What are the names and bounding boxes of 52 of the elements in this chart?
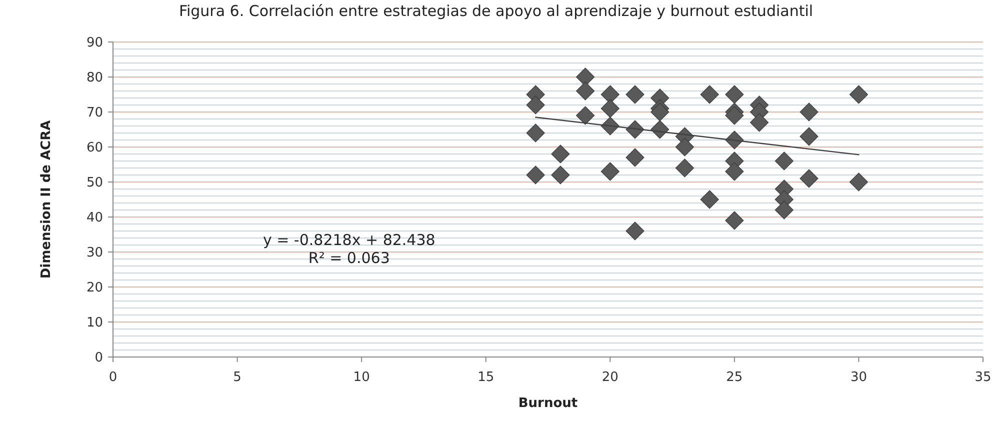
y-axis-title: Dimension II de ACRA (39, 120, 54, 279)
point (600, 99, 620, 118)
y-tick-label: 90 (86, 36, 103, 51)
point (700, 190, 719, 209)
y-tick-label: 30 (86, 246, 103, 261)
point (650, 102, 670, 122)
point (800, 102, 818, 122)
point (700, 85, 719, 104)
annotation: R² = 0.063 (308, 249, 390, 267)
y-tick-label: 10 (86, 316, 103, 331)
point (849, 172, 868, 192)
x-tick-label: 20 (602, 370, 618, 385)
point (551, 166, 570, 184)
point (774, 152, 794, 170)
y-tick-label: 70 (86, 106, 103, 121)
point (725, 85, 744, 104)
point (675, 138, 694, 156)
x-tick-label: 10 (353, 370, 370, 385)
y-tick-label: 60 (86, 140, 103, 156)
point (750, 113, 769, 132)
point (725, 162, 744, 181)
point (800, 127, 818, 146)
y-tick-label: 20 (86, 280, 103, 296)
x-tick-label: 25 (726, 370, 743, 385)
point (576, 82, 595, 100)
y-tick-label: 80 (86, 70, 103, 86)
point (576, 106, 595, 125)
point (600, 162, 620, 181)
point (526, 124, 545, 142)
point (725, 211, 744, 230)
point (800, 169, 818, 188)
point (626, 222, 644, 240)
x-tick-label: 0 (108, 370, 118, 385)
point (626, 148, 644, 167)
point (675, 158, 694, 178)
x-axis-title: Burnout (518, 396, 578, 411)
x-tick-label: 30 (850, 370, 867, 385)
x-tick-label: 15 (478, 370, 494, 385)
y-tick-label: 0 (94, 350, 103, 366)
point (774, 200, 794, 220)
x-tick-label: 35 (974, 370, 992, 385)
annotation: y = -0.8218x + 82.438 (262, 231, 436, 249)
x-tick-label: 5 (233, 370, 242, 385)
point (849, 85, 868, 104)
point (526, 96, 545, 114)
point (626, 85, 644, 104)
y-tick-label: 50 (86, 176, 103, 191)
point (725, 106, 744, 125)
point (526, 166, 545, 184)
point (551, 144, 570, 164)
y-tick-label: 40 (86, 210, 103, 226)
chart-title: Figura 6. Correlación entre estrategias de apoyo al aprendizaje y burnout estudiantil (178, 2, 814, 20)
